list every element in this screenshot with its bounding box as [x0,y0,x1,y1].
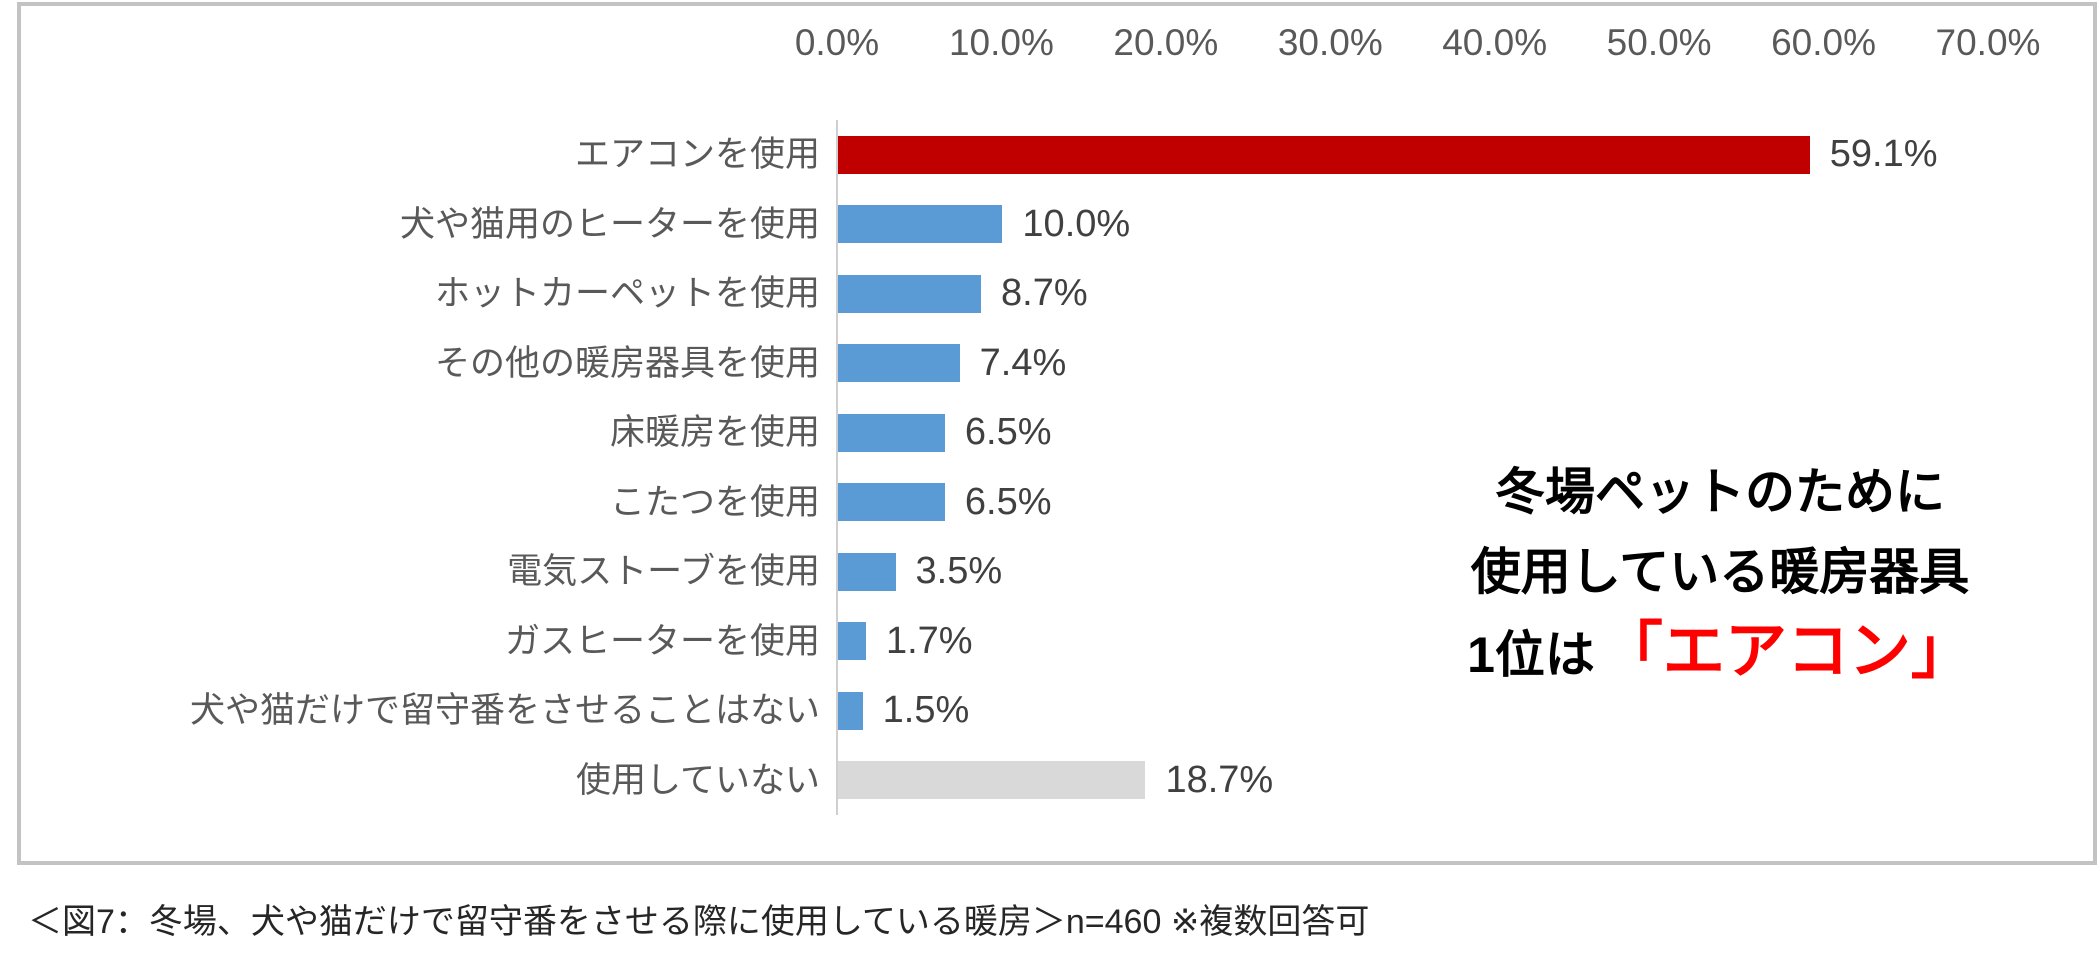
bar [838,552,896,591]
x-tick-label: 70.0% [1935,22,2041,63]
bar [838,135,1810,174]
category-label: ホットカーペットを使用 [434,274,820,313]
bar-row: こたつを使用 6.5% [0,468,2100,538]
figure-caption: ＜図7：冬場、犬や猫だけで留守番をさせる際に使用している暖房＞n=460 ※複数… [28,903,1370,941]
annotation-line-2: 使用している暖房器具 [1470,544,1970,600]
bar-value-label: 10.0% [1022,202,1131,245]
bar-value-label: 7.4% [979,341,1067,384]
bar-row: 犬や猫だけで留守番をさせることはない 1.5% [0,676,2100,746]
bar [838,761,1146,800]
bar-row: ホットカーペットを使用 8.7% [0,259,2100,329]
bar-row: その他の暖房器具を使用 7.4% [0,329,2100,399]
bar [838,344,960,383]
bar-row: 電気ストーブを使用 3.5% [0,537,2100,607]
category-label: 床暖房を使用 [609,413,820,452]
annotation-line-3: 1位は「エアコン」 [1400,612,2040,692]
category-label: ガスヒーターを使用 [504,621,820,661]
x-axis: 0.0% 10.0% 20.0% 30.0% 40.0% 50.0% 60.0% 70.0% [0,20,2100,66]
bar-row: 使用していない 18.7% [0,746,2100,816]
x-tick-label: 10.0% [948,22,1054,63]
annotation-line-1: 冬場ペットのために [1495,464,1945,520]
bar-row: 犬や猫用のヒーターを使用 10.0% [0,190,2100,260]
bar [838,622,866,661]
category-label: こたつを使用 [609,482,820,522]
category-label: 犬や猫用のヒーターを使用 [399,204,820,244]
bar-row: エアコンを使用 59.1% [0,120,2100,190]
x-tick-label: 60.0% [1771,22,1877,63]
bar-value-label: 6.5% [964,411,1052,453]
bar-value-label: 18.7% [1165,758,1274,801]
annotation-line-3-prefix: 1位は [1467,627,1595,683]
x-tick-label: 50.0% [1606,22,1712,63]
bar-value-label: 59.1% [1829,133,1938,175]
y-axis-line [836,120,838,815]
category-label: 使用していない [576,760,820,800]
bar [838,483,945,522]
x-tick-label: 40.0% [1442,22,1548,63]
annotation-highlight: 「エアコン」 [1600,617,1973,686]
bar [838,274,982,313]
category-label: その他の暖房器具を使用 [434,343,820,383]
bar-row: ガスヒーターを使用 1.7% [0,607,2100,677]
annotation-callout: 冬場ペットのために 使用している暖房器具 1位は「エアコン」 [1400,452,2040,692]
bar-row: 床暖房を使用 6.5% [0,398,2100,468]
bar-value-label: 1.7% [885,619,973,662]
category-label: 犬や猫だけで留守番をさせることはない [189,691,820,730]
bar-value-label: 1.5% [882,689,970,731]
bar-value-label: 3.5% [915,550,1003,592]
bar [838,413,945,452]
bar [838,205,1003,244]
x-tick-label: 0.0% [794,22,880,63]
bar [838,691,863,730]
bar-value-label: 8.7% [1001,272,1088,314]
x-tick-label: 30.0% [1277,22,1383,63]
bar-value-label: 6.5% [964,480,1052,523]
category-label: エアコンを使用 [574,135,820,174]
x-tick-label: 20.0% [1113,22,1219,63]
category-label: 電気ストーブを使用 [507,552,820,591]
